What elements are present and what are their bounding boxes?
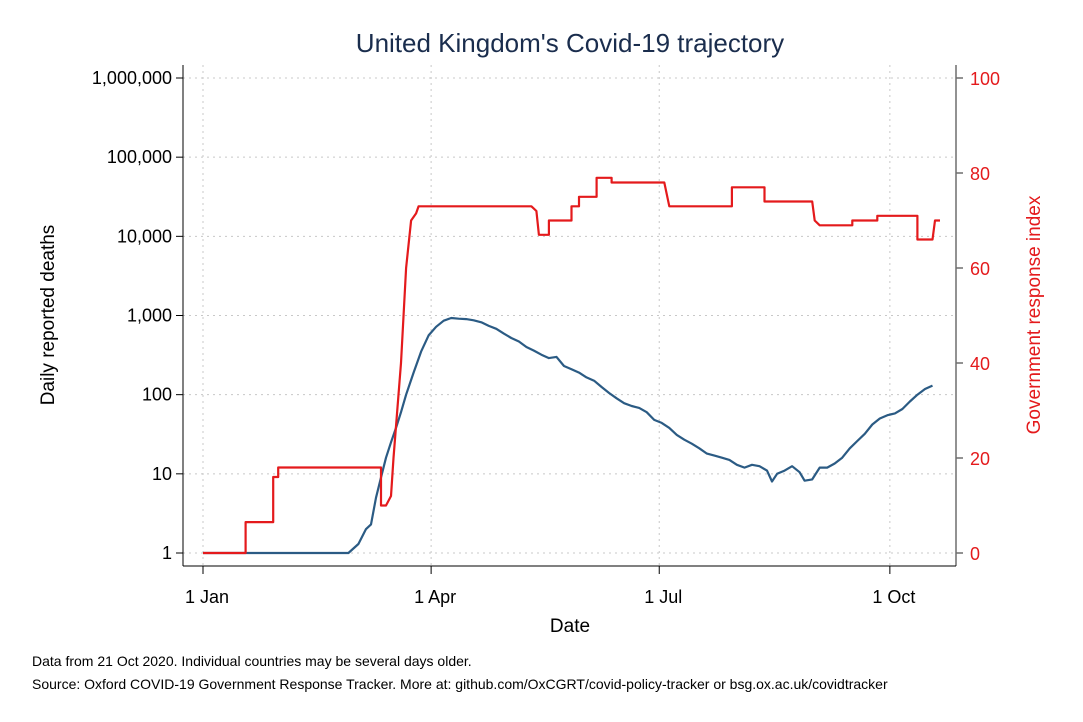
y-left-tick-label: 100 bbox=[142, 385, 172, 405]
y-axis-left-label: Daily reported deaths bbox=[38, 225, 59, 406]
y-left-tick-label: 1 bbox=[162, 543, 172, 563]
y-right-tick-label: 60 bbox=[970, 259, 990, 279]
y-right-tick-label: 20 bbox=[970, 449, 990, 469]
y-left-tick-label: 10,000 bbox=[117, 226, 172, 246]
y-left-tick-label: 1,000 bbox=[127, 306, 172, 326]
series bbox=[203, 176, 940, 555]
gridlines bbox=[183, 65, 956, 566]
x-tick-label: 1 Jan bbox=[185, 587, 229, 607]
y-left-tick-label: 100,000 bbox=[107, 147, 172, 167]
y-left-tick-label: 1,000,000 bbox=[92, 68, 172, 88]
footnote-source: Source: Oxford COVID-19 Government Respo… bbox=[32, 676, 888, 692]
x-tick-label: 1 Oct bbox=[872, 587, 915, 607]
axes: 1 10 100 1,000 10,000 100,000 1,000,000 0 20 40 60… bbox=[92, 65, 1000, 607]
series-line-daily-deaths bbox=[203, 316, 933, 555]
x-axis-label: Date bbox=[550, 616, 590, 637]
y-right-tick-label: 0 bbox=[970, 544, 980, 564]
chart-title: United Kingdom's Covid-19 trajectory bbox=[356, 28, 784, 58]
series-line-response-index bbox=[203, 176, 940, 555]
y-right-tick-label: 80 bbox=[970, 164, 990, 184]
y-right-tick-label: 40 bbox=[970, 354, 990, 374]
x-tick-label: 1 Jul bbox=[644, 587, 682, 607]
y-left-tick-label: 10 bbox=[152, 464, 172, 484]
footnote-data-date: Data from 21 Oct 2020. Individual countr… bbox=[32, 653, 472, 669]
labels: United Kingdom's Covid-19 trajectory Dat… bbox=[32, 28, 1045, 692]
x-tick-label: 1 Apr bbox=[414, 587, 456, 607]
y-axis-right-label: Government response index bbox=[1024, 195, 1045, 434]
y-right-tick-label: 100 bbox=[970, 69, 1000, 89]
